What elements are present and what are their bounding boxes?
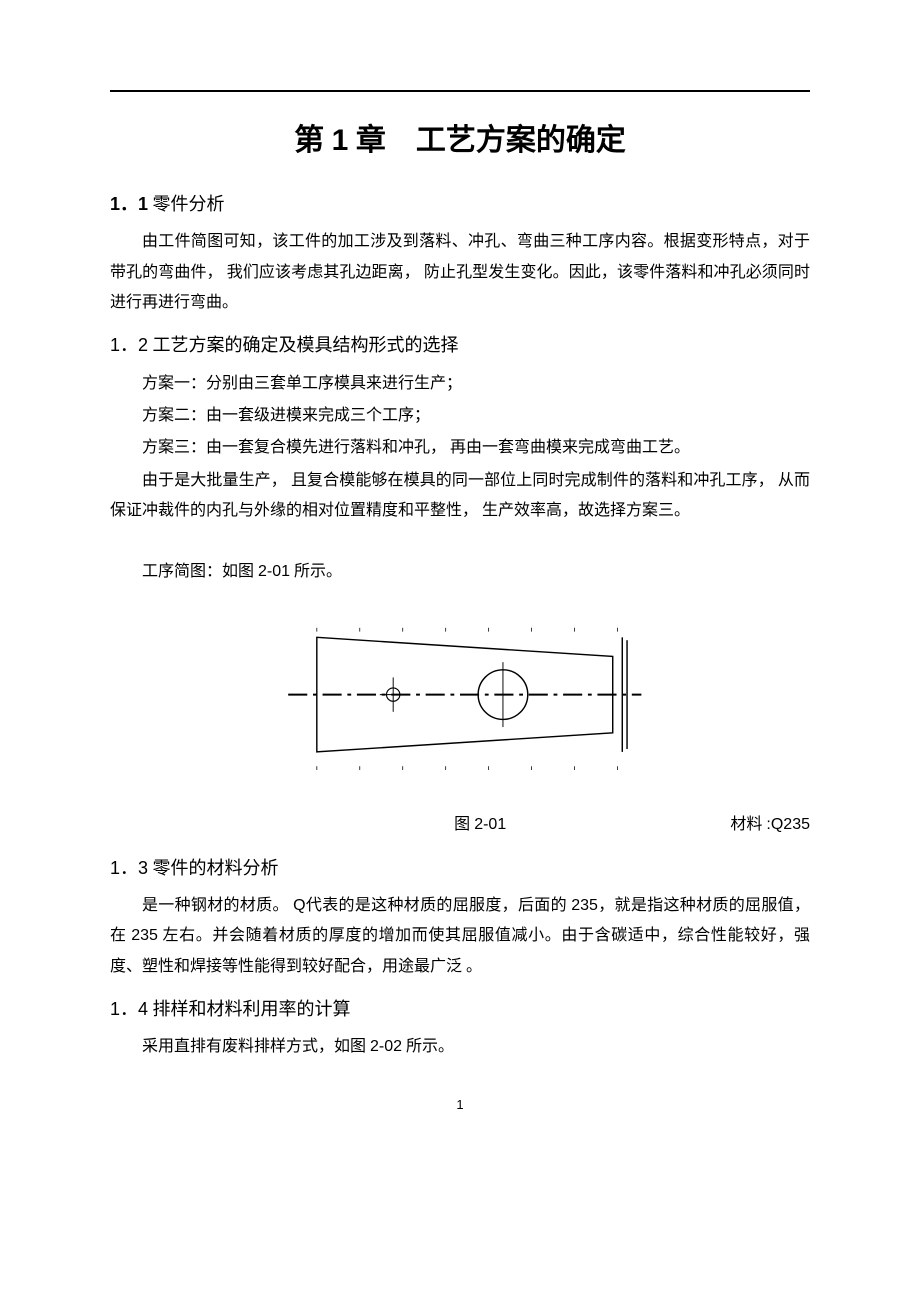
section-title: 零件的材料分析 — [153, 858, 279, 878]
text-run-latin: Q — [293, 897, 305, 914]
paragraph: 由工件简图可知，该工件的加工涉及到落料、冲孔、弯曲三种工序内容。根据变形特点，对… — [110, 227, 810, 318]
chapter-mid: 章 — [356, 124, 386, 157]
text-run-latin: 235 — [131, 927, 158, 944]
figure-intro: 工序简图：如图 2-01 所示。 — [110, 557, 810, 587]
text-run-latin: 235 — [571, 897, 598, 914]
text-run: 采用直排有废料排样方式，如图 — [142, 1038, 370, 1055]
tick-marks-bottom — [317, 766, 618, 770]
section-number: 1．1 — [110, 194, 148, 214]
material-value: :Q235 — [766, 816, 810, 833]
paragraph: 方案二：由一套级进模来完成三个工序； — [110, 401, 810, 431]
text-run: 代表的是这种材质的屈服度，后面的 — [306, 897, 572, 914]
paragraph: 采用直排有废料排样方式，如图 2-02 所示。 — [110, 1032, 810, 1062]
figure-caption-row: 图 2-01 材料 :Q235 — [110, 810, 810, 840]
paragraph: 方案三：由一套复合模先进行落料和冲孔， 再由一套弯曲模来完成弯曲工艺。 — [110, 433, 810, 463]
paragraph: 方案一：分别由三套单工序模具来进行生产； — [110, 369, 810, 399]
figure-intro-tail: 所示。 — [290, 563, 342, 580]
section-title: 零件分析 — [153, 194, 225, 214]
paragraph: 是一种钢材的材质。 Q代表的是这种材质的屈服度，后面的 235，就是指这种材质的… — [110, 891, 810, 982]
figure-2-01: 图 2-01 材料 :Q235 — [110, 597, 810, 841]
chapter-prefix: 第 — [294, 124, 324, 157]
section-1-1-heading: 1．1 零件分析 — [110, 187, 810, 221]
caption-prefix: 图 — [454, 816, 474, 833]
material-label-text: 材料 — [730, 816, 766, 833]
figure-caption: 图 2-01 — [230, 810, 730, 840]
header-rule — [110, 90, 810, 92]
tick-marks-top — [317, 628, 618, 632]
section-number: 1．2 — [110, 335, 148, 355]
chapter-title-text: 工艺方案的确定 — [416, 124, 626, 157]
section-title: 工艺方案的确定及模具结构形式的选择 — [153, 335, 459, 355]
spacer — [110, 529, 810, 555]
paragraph: 由于是大批量生产， 且复合模能够在模具的同一部位上同时完成制件的落料和冲孔工序，… — [110, 466, 810, 527]
section-1-4-heading: 1．4 排样和材料利用率的计算 — [110, 992, 810, 1026]
text-run-latin: 2-02 — [370, 1038, 402, 1055]
text-run: 是一种钢材的材质。 — [142, 897, 293, 914]
section-number: 1．4 — [110, 999, 148, 1019]
figure-intro-text: 工序简图：如图 — [142, 563, 258, 580]
technical-drawing — [250, 597, 670, 797]
material-label: 材料 :Q235 — [730, 810, 810, 840]
section-1-2-heading: 1．2 工艺方案的确定及模具结构形式的选择 — [110, 328, 810, 362]
figure-ref-number: 2-01 — [258, 563, 290, 580]
document-page: 第 1 章 工艺方案的确定 1．1 零件分析 由工件简图可知，该工件的加工涉及到… — [0, 0, 920, 1177]
section-number: 1．3 — [110, 858, 148, 878]
text-run: 所示。 — [402, 1038, 454, 1055]
section-title: 排样和材料利用率的计算 — [153, 999, 351, 1019]
text-run: 左右。并会随着材质的厚度的增加而使其屈服值减小。由于含碳适中，综合性能较好，强度… — [110, 927, 810, 974]
chapter-title: 第 1 章 工艺方案的确定 — [110, 112, 810, 169]
section-1-3-heading: 1．3 零件的材料分析 — [110, 851, 810, 885]
chapter-number: 1 — [332, 124, 349, 157]
page-number: 1 — [110, 1093, 810, 1118]
caption-number: 2-01 — [474, 816, 506, 833]
